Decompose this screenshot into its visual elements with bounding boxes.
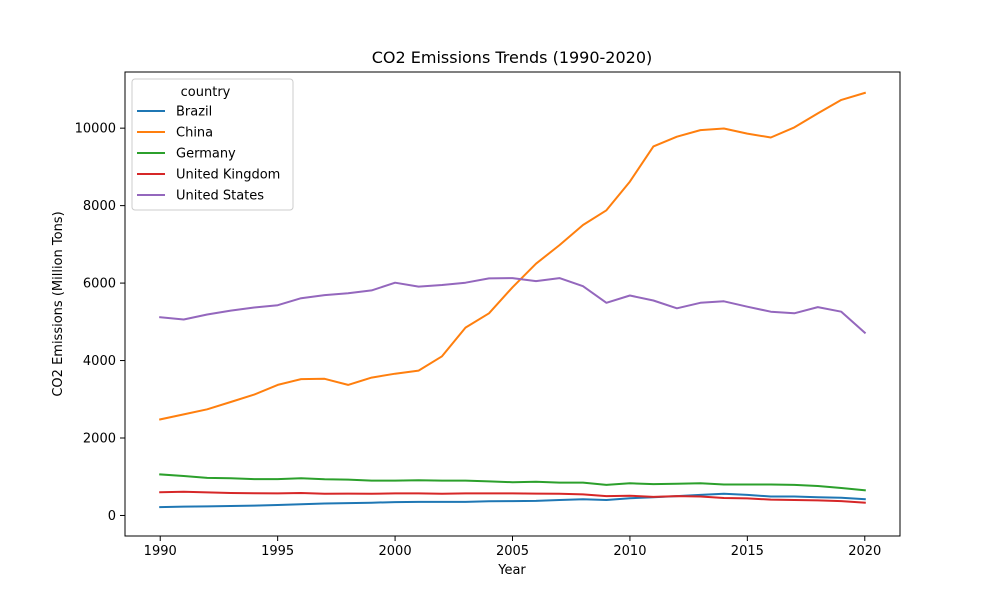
- y-tick-label-2: 4000: [83, 354, 116, 369]
- y-tick-label-3: 6000: [83, 277, 116, 292]
- series-line-1: [159, 91, 867, 421]
- y-axis-label: CO2 Emissions (Million Tons): [51, 211, 66, 396]
- legend-label-2: Germany: [176, 147, 236, 162]
- series-line-4: [159, 277, 867, 335]
- x-tick-label-3: 2005: [496, 544, 529, 559]
- x-axis-label: Year: [497, 563, 526, 578]
- x-tick-label-0: 1990: [144, 544, 177, 559]
- axes: 1990 1995 2000 2005 2010 2015 2020 0 2000 4000 600…: [75, 71, 901, 559]
- x-tick-label-2: 2000: [379, 544, 412, 559]
- legend-label-0: Brazil: [176, 105, 212, 120]
- y-tick-label-4: 8000: [83, 199, 116, 214]
- legend-box: [131, 78, 294, 211]
- series-line-3: [159, 490, 866, 504]
- legend-label-4: United States: [176, 189, 264, 204]
- chart-title: CO2 Emissions Trends (1990-2020): [372, 48, 653, 67]
- series-line-2: [159, 473, 866, 492]
- x-tick-label-6: 2020: [848, 544, 881, 559]
- x-tick-label-4: 2010: [613, 544, 646, 559]
- legend: country Brazil China Germany United Kingdom U…: [131, 78, 294, 211]
- y-tick-label-1: 2000: [83, 432, 116, 447]
- series-line-0: [159, 492, 866, 509]
- x-tick-label-5: 2015: [731, 544, 764, 559]
- series-lines: [159, 91, 867, 509]
- legend-label-3: United Kingdom: [176, 168, 280, 183]
- y-tick-label-0: 0: [108, 509, 116, 524]
- y-tick-label-5: 10000: [75, 122, 116, 137]
- legend-title: country: [181, 85, 231, 100]
- legend-label-1: China: [176, 126, 213, 141]
- x-tick-label-1: 1995: [261, 544, 294, 559]
